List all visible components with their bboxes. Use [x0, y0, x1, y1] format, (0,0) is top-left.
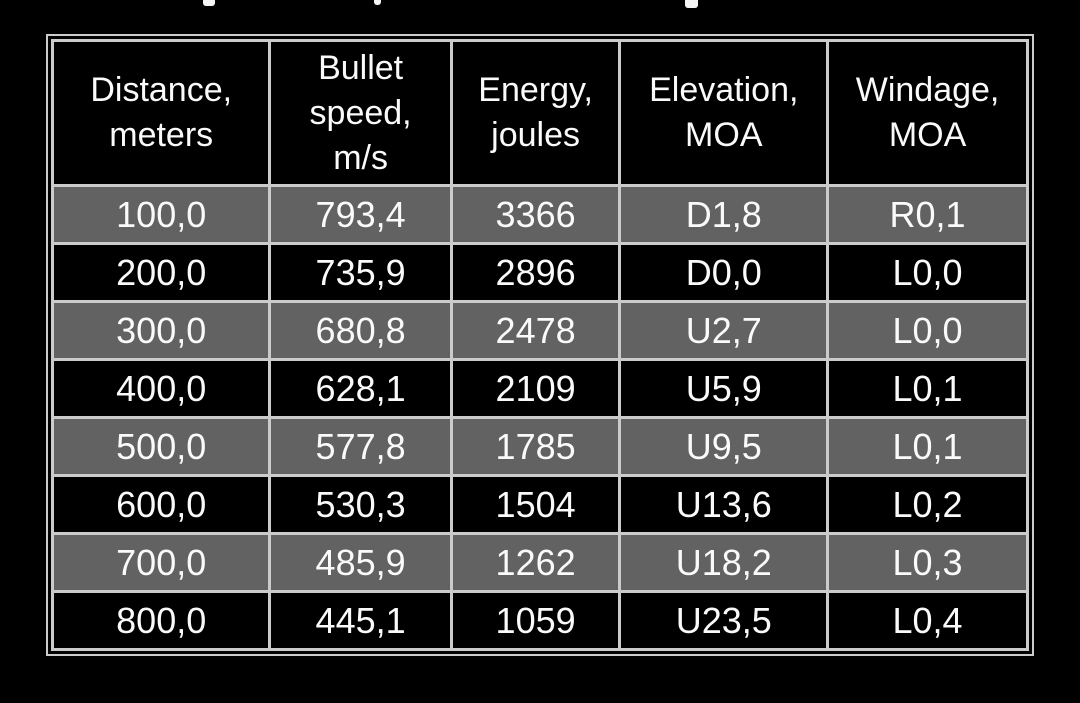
- cell-speed: 445,1: [268, 590, 453, 651]
- column-header-energy: Energy, joules: [449, 39, 622, 187]
- cropped-text-fragment: [203, 0, 215, 6]
- cell-windage: R0,1: [826, 184, 1029, 245]
- cell-speed: 530,3: [268, 474, 453, 535]
- cell-distance: 800,0: [50, 590, 272, 651]
- cell-windage: L0,0: [826, 300, 1029, 361]
- cell-energy: 1504: [449, 474, 622, 535]
- cell-windage: L0,1: [826, 358, 1029, 419]
- column-header-elevation: Elevation, MOA: [618, 39, 830, 187]
- cell-windage: L0,1: [826, 416, 1029, 477]
- cell-energy: 1785: [449, 416, 622, 477]
- cell-speed: 680,8: [268, 300, 453, 361]
- table-row: 600,0 530,3 1504 U13,6 L0,2: [50, 474, 1029, 535]
- table-row: 500,0 577,8 1785 U9,5 L0,1: [50, 416, 1029, 477]
- ballistics-table-frame: Distance, meters Bullet speed, m/s Energ…: [46, 34, 1034, 656]
- cell-elevation: U9,5: [618, 416, 830, 477]
- cell-elevation: U23,5: [618, 590, 830, 651]
- cell-windage: L0,4: [826, 590, 1029, 651]
- cell-energy: 2896: [449, 242, 622, 303]
- cell-distance: 400,0: [50, 358, 272, 419]
- cell-speed: 485,9: [268, 532, 453, 593]
- cell-energy: 1262: [449, 532, 622, 593]
- cell-distance: 600,0: [50, 474, 272, 535]
- ballistics-table: Distance, meters Bullet speed, m/s Energ…: [50, 39, 1029, 651]
- cell-elevation: U18,2: [618, 532, 830, 593]
- cell-distance: 500,0: [50, 416, 272, 477]
- cell-speed: 735,9: [268, 242, 453, 303]
- cell-windage: L0,2: [826, 474, 1029, 535]
- cell-elevation: U5,9: [618, 358, 830, 419]
- table-row: 700,0 485,9 1262 U18,2 L0,3: [50, 532, 1029, 593]
- cell-distance: 700,0: [50, 532, 272, 593]
- cell-elevation: U2,7: [618, 300, 830, 361]
- cell-speed: 793,4: [268, 184, 453, 245]
- cell-distance: 100,0: [50, 184, 272, 245]
- table-row: 300,0 680,8 2478 U2,7 L0,0: [50, 300, 1029, 361]
- column-header-windage: Windage, MOA: [826, 39, 1029, 187]
- column-header-distance: Distance, meters: [50, 39, 272, 187]
- cell-elevation: D1,8: [618, 184, 830, 245]
- cell-energy: 2478: [449, 300, 622, 361]
- cell-elevation: U13,6: [618, 474, 830, 535]
- cell-distance: 200,0: [50, 242, 272, 303]
- cell-distance: 300,0: [50, 300, 272, 361]
- cropped-text-fragment: [685, 0, 698, 8]
- cropped-text-fragment: [374, 0, 381, 5]
- header-row: Distance, meters Bullet speed, m/s Energ…: [50, 39, 1029, 187]
- table-row: 200,0 735,9 2896 D0,0 L0,0: [50, 242, 1029, 303]
- cell-windage: L0,0: [826, 242, 1029, 303]
- column-header-speed: Bullet speed, m/s: [268, 39, 453, 187]
- table-row: 400,0 628,1 2109 U5,9 L0,1: [50, 358, 1029, 419]
- cell-energy: 2109: [449, 358, 622, 419]
- cell-speed: 628,1: [268, 358, 453, 419]
- cell-energy: 3366: [449, 184, 622, 245]
- cell-windage: L0,3: [826, 532, 1029, 593]
- cell-energy: 1059: [449, 590, 622, 651]
- cell-elevation: D0,0: [618, 242, 830, 303]
- table-row: 100,0 793,4 3366 D1,8 R0,1: [50, 184, 1029, 245]
- table-row: 800,0 445,1 1059 U23,5 L0,4: [50, 590, 1029, 651]
- cell-speed: 577,8: [268, 416, 453, 477]
